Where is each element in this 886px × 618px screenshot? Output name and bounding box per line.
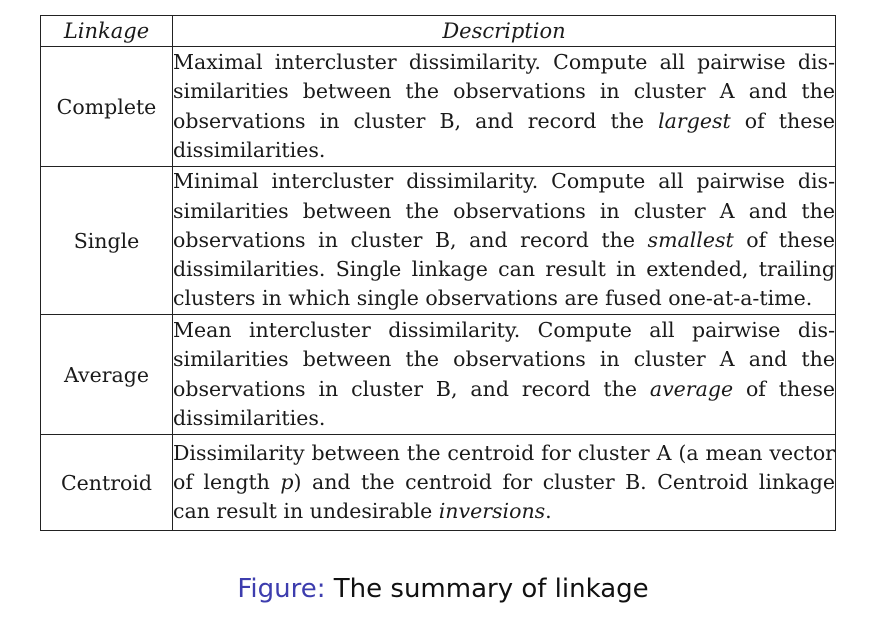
description-text: of these dissimilarities.: [173, 108, 836, 162]
caption-text: The summary of linkage: [325, 574, 649, 604]
emphasis-text: largest: [658, 108, 731, 133]
description-text: Maximal intercluster dissimilarity. Comp…: [173, 49, 835, 133]
linkage-description: Minimal intercluster dissimilarity. Comp…: [172, 166, 836, 315]
description-text: .: [545, 499, 552, 524]
emphasis-text: p: [280, 469, 294, 494]
description-text: Minimal intercluster dissimilarity. Comp…: [173, 169, 835, 252]
emphasis-text: inversions: [438, 499, 546, 524]
linkage-summary-table: Linkage Description Complete Maximal int…: [40, 15, 836, 531]
emphasis-text: average: [649, 376, 734, 401]
linkage-description: Mean intercluster dissimilarity. Compute…: [172, 314, 836, 435]
linkage-name: Single: [40, 166, 173, 315]
table-row: Centroid Dissimilarity between the centr…: [40, 434, 836, 531]
header-linkage: Linkage: [40, 15, 173, 47]
linkage-name: Centroid: [40, 434, 173, 531]
header-description: Description: [172, 15, 836, 47]
linkage-description: Maximal intercluster dissimilarity. Comp…: [172, 46, 836, 167]
linkage-name: Complete: [40, 46, 173, 167]
figure-caption: Figure: The summary of linkage: [0, 573, 886, 605]
linkage-description: Dissimilarity between the centroid for c…: [172, 434, 836, 531]
caption-label: Figure:: [237, 574, 326, 604]
emphasis-text: smallest: [647, 227, 734, 252]
table-row: Average Mean intercluster dissimilarity.…: [40, 314, 836, 435]
table-row: Complete Maximal intercluster dissimilar…: [40, 46, 836, 167]
table-header-row: Linkage Description: [40, 15, 836, 47]
table-row: Single Minimal intercluster dissimilarit…: [40, 166, 836, 315]
description-text: Dissimilarity between the centroid for c…: [173, 440, 835, 494]
description-text: of these dissimilarities.: [173, 376, 836, 430]
linkage-name: Average: [40, 314, 173, 435]
description-text: Mean intercluster dissimilarity. Compute…: [173, 317, 835, 401]
description-text: ) and the centroid for cluster B. Centro…: [173, 469, 835, 524]
description-text: of these dissimilarities. Single linkage…: [173, 227, 836, 311]
